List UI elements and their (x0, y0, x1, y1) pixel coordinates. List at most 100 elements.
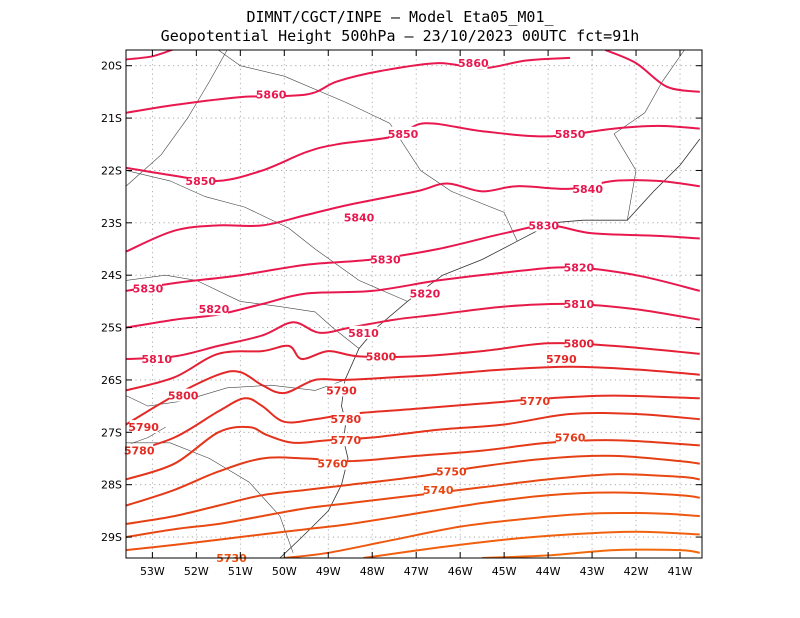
axis-ticks (126, 50, 702, 558)
lon-label: 47W (404, 565, 429, 578)
contour-label: 5780 (331, 413, 362, 426)
contour-label-bg (349, 325, 378, 339)
contour-label-bg (318, 456, 347, 470)
contour-label-bg (199, 302, 228, 316)
contour-label: 5840 (344, 212, 375, 225)
contour-label-bg (437, 464, 466, 478)
contour-label: 5760 (317, 458, 348, 471)
contour-label-bg (389, 126, 418, 140)
lat-label: 20S (101, 60, 122, 73)
lon-label: 51W (228, 565, 253, 578)
contour-5790 (126, 365, 700, 426)
contour-label-bg (142, 351, 171, 365)
contour-label: 5790 (546, 353, 577, 366)
contour-label: 5790 (326, 384, 357, 397)
contour-label: 5840 (572, 183, 603, 196)
contour-label-bg (529, 218, 558, 232)
lat-label: 25S (101, 322, 122, 335)
chart-title-line2: Geopotential Height 500hPa – 23/10/2023 … (160, 27, 640, 45)
lon-label: 53W (140, 565, 165, 578)
contour-label: 5850 (555, 128, 586, 141)
lat-label: 29S (101, 531, 122, 544)
chart-title-line1: DIMNT/CGCT/INPE – Model Eta05_M01_ (246, 8, 554, 26)
contour-label-bg (564, 336, 593, 350)
contour-label: 5810 (348, 327, 379, 340)
contour-5800 (126, 342, 700, 392)
contour-label-bg (186, 173, 215, 187)
lon-label: 45W (492, 565, 517, 578)
plot-frame (125, 49, 703, 559)
contour-label: 5740 (423, 484, 454, 497)
contour-label: 5830 (133, 282, 164, 295)
contour-5840 (126, 179, 700, 253)
contour-label-bg (573, 181, 602, 195)
lon-label: 41W (668, 565, 693, 578)
lat-label: 23S (101, 217, 122, 230)
contour-label-bg (125, 443, 154, 457)
contour-label: 5850 (185, 175, 216, 188)
contour-label: 5800 (168, 390, 199, 403)
longitude-labels: 53W 52W 51W 50W 49W 48W 47W 46W 45W 44W 43W 42W 41W (140, 565, 693, 578)
contour-label-bg (371, 252, 400, 266)
lon-label: 48W (360, 565, 385, 578)
contour-5730 (126, 491, 700, 552)
contour-label-bg (424, 482, 453, 496)
contour-5740 (126, 473, 700, 539)
contour-label-bg (459, 56, 488, 70)
contour-5860 (126, 56, 571, 114)
contour-label-bg (257, 87, 286, 101)
lat-label: 24S (101, 269, 122, 282)
lat-label: 27S (101, 426, 122, 439)
contour-5750 (126, 454, 700, 525)
contour-label: 5830 (370, 253, 401, 266)
contour-label-bg (547, 351, 576, 365)
state-border (126, 170, 408, 302)
contour-label: 5800 (564, 337, 595, 350)
contour-label: 5770 (331, 434, 362, 447)
lon-label: 46W (448, 565, 473, 578)
lon-label: 42W (624, 565, 649, 578)
contour-5860 (604, 50, 700, 93)
lat-label: 22S (101, 164, 122, 177)
contour-5780 (126, 394, 700, 455)
contour-label: 5820 (564, 261, 595, 274)
contour-label: 5860 (458, 57, 489, 70)
contour-label-bg (133, 281, 162, 295)
lat-label: 21S (101, 112, 122, 125)
contour-5770 (126, 411, 700, 481)
state-border (613, 50, 685, 221)
contour-label-bg (410, 286, 439, 300)
contour-5710 (363, 530, 700, 558)
contour-labels: 5860 5860 5850 5850 5850 5840 5840 5830 5830 5830… (124, 56, 603, 565)
contour-label: 5760 (555, 432, 586, 445)
contour-label-bg (331, 433, 360, 447)
contour-5820 (126, 266, 701, 329)
lat-label: 26S (101, 374, 122, 387)
contour-label: 5780 (124, 445, 155, 458)
lon-label: 49W (316, 565, 341, 578)
contour-label-bg (520, 393, 549, 407)
lon-label: 44W (536, 565, 561, 578)
lat-label: 28S (101, 479, 122, 492)
lon-label: 52W (184, 565, 209, 578)
contour-label: 5790 (128, 421, 159, 434)
latitude-labels: 20S 21S 22S 23S 24S 25S 26S 27S 28S 29S (101, 60, 122, 544)
contour-5830 (126, 224, 700, 292)
contour-label-bg (564, 260, 593, 274)
contour-label: 5770 (520, 395, 551, 408)
contour-label-bg (331, 412, 360, 426)
contour-label: 5820 (410, 288, 441, 301)
lon-label: 43W (580, 565, 605, 578)
contour-label: 5810 (141, 353, 172, 366)
contour-label-bg (345, 210, 374, 224)
contour-5720 (284, 511, 700, 558)
contour-label: 5860 (256, 89, 287, 102)
contour-label: 5810 (564, 298, 595, 311)
contour-label: 5830 (528, 219, 559, 232)
state-border (218, 50, 518, 242)
contour-label-bg (129, 420, 158, 434)
state-border (126, 50, 228, 187)
contour-label: 5750 (436, 466, 467, 479)
contour-label-bg (556, 126, 585, 140)
